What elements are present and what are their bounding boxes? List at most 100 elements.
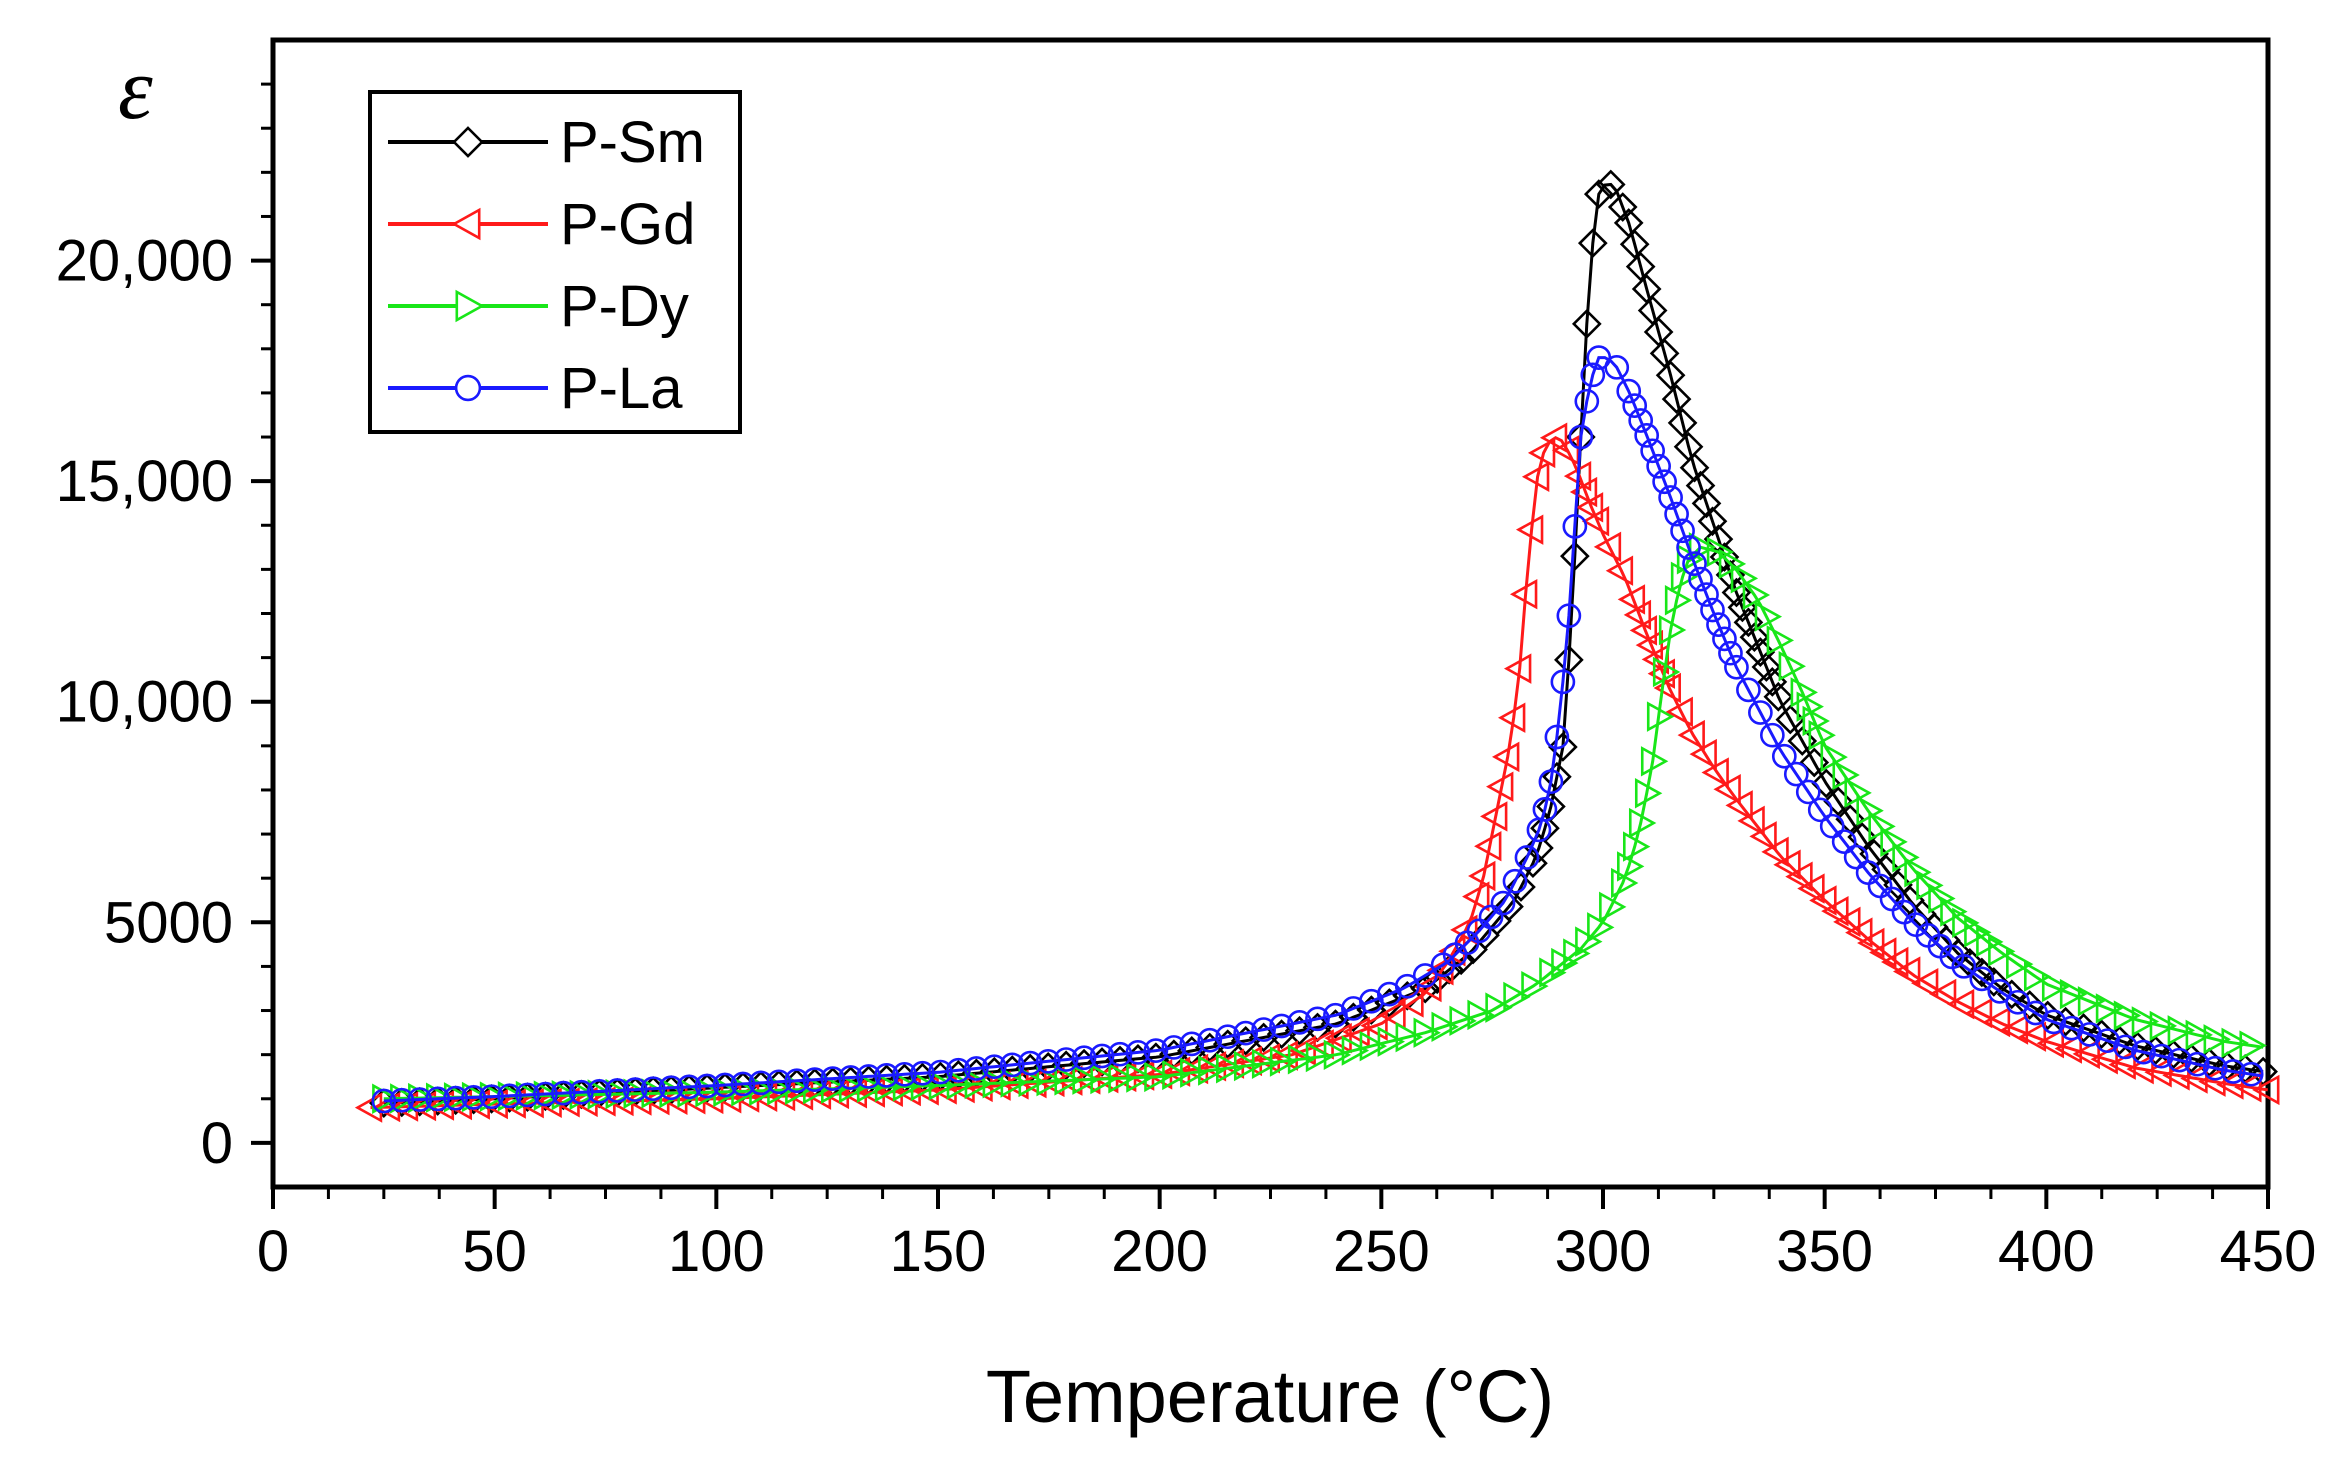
data-point	[461, 1085, 486, 1110]
data-point	[1652, 469, 1677, 495]
series-p-la	[371, 345, 2264, 1114]
data-point	[586, 1079, 612, 1104]
x-tick-label: 300	[1555, 1219, 1652, 1284]
data-point	[1802, 705, 1830, 737]
data-point	[425, 1086, 451, 1112]
data-point	[1468, 860, 1496, 892]
legend-marker	[451, 207, 481, 241]
data-point	[1485, 992, 1513, 1023]
data-point	[1771, 743, 1797, 769]
data-point	[1689, 738, 1717, 770]
data-point	[1951, 953, 1977, 979]
data-point	[1646, 453, 1671, 479]
data-point	[1162, 1059, 1190, 1091]
data-point	[497, 1083, 522, 1109]
data-point	[1658, 614, 1687, 646]
data-point	[2113, 1000, 2142, 1031]
legend: P-Sm P-Gd P-Dy P-La	[368, 90, 742, 434]
data-point	[1640, 438, 1666, 464]
series-p-dy	[372, 532, 2267, 1114]
data-point	[1125, 1040, 1151, 1065]
x-axis-title: Temperature (°C)	[986, 1355, 1554, 1438]
data-point	[1544, 724, 1570, 750]
data-point	[1658, 485, 1683, 510]
data-point	[1530, 813, 1560, 844]
data-point	[1414, 971, 1442, 1003]
data-point	[1712, 626, 1737, 652]
data-point	[2252, 1074, 2280, 1106]
data-point	[1718, 640, 1743, 666]
data-point	[1377, 1026, 1405, 1057]
data-point	[1323, 1002, 1348, 1028]
data-point	[1548, 732, 1578, 762]
data-point	[965, 1071, 993, 1103]
data-point	[371, 1088, 397, 1114]
data-point	[2221, 1027, 2249, 1059]
data-point	[2238, 1061, 2264, 1087]
data-point	[2239, 1030, 2267, 1061]
data-point	[1527, 437, 1556, 469]
data-point	[802, 1067, 828, 1093]
data-point	[1575, 492, 1604, 523]
x-tick-label: 250	[1333, 1219, 1430, 1284]
series-layer	[354, 169, 2280, 1123]
data-point	[1881, 946, 1909, 978]
data-point	[551, 1080, 576, 1106]
data-point	[1449, 1005, 1477, 1037]
data-point	[1679, 452, 1710, 483]
data-point	[1629, 615, 1658, 646]
data-point	[946, 1069, 975, 1100]
data-point	[1691, 488, 1722, 519]
data-point	[1694, 582, 1719, 607]
legend-marker	[454, 374, 482, 402]
ticks-layer: 0 50 100 150 200 250 300 350 400 450 0 5000 10,000 15…	[56, 82, 2316, 1284]
data-point	[1017, 1050, 1043, 1076]
data-point	[1580, 362, 1606, 388]
data-point	[1378, 999, 1406, 1031]
data-point	[533, 1081, 558, 1107]
data-point	[676, 1074, 702, 1100]
data-point	[1287, 1010, 1312, 1035]
data-point	[1568, 424, 1594, 450]
data-point	[730, 1071, 756, 1097]
data-point	[1724, 654, 1749, 680]
data-point	[2203, 1024, 2231, 1055]
data-point	[1649, 338, 1680, 369]
data-point	[1486, 771, 1514, 802]
data-point	[2149, 1043, 2174, 1069]
data-point	[1646, 701, 1675, 732]
data-point	[1857, 927, 1885, 959]
data-point	[1198, 1055, 1226, 1086]
data-point	[1431, 1011, 1459, 1042]
data-point	[1521, 970, 1549, 1002]
data-point	[1090, 1063, 1118, 1095]
data-point	[1569, 476, 1598, 508]
data-point	[2041, 1009, 2066, 1035]
data-point	[2202, 1055, 2228, 1081]
data-point	[1996, 979, 2027, 1010]
data-point	[1869, 937, 1897, 968]
data-point	[1071, 1045, 1097, 1071]
data-point	[892, 1071, 921, 1102]
data-point	[1619, 229, 1650, 260]
data-point	[1509, 578, 1538, 610]
data-point	[1667, 408, 1698, 438]
x-tick-label: 150	[890, 1219, 987, 1284]
data-point	[1766, 625, 1795, 656]
data-point	[1288, 1035, 1316, 1066]
data-point	[2167, 1015, 2196, 1046]
data-point	[1640, 746, 1669, 777]
data-point	[1664, 585, 1693, 616]
data-point	[1625, 251, 1656, 282]
data-point	[1748, 700, 1773, 725]
data-point	[515, 1082, 540, 1108]
data-point	[1251, 1048, 1280, 1079]
data-point	[2149, 1010, 2178, 1042]
data-point	[1797, 873, 1825, 904]
data-point	[1574, 388, 1600, 414]
data-point	[1593, 531, 1622, 563]
data-point	[1700, 597, 1725, 623]
data-point	[1761, 836, 1789, 868]
y-axis-label: ε	[118, 41, 153, 138]
